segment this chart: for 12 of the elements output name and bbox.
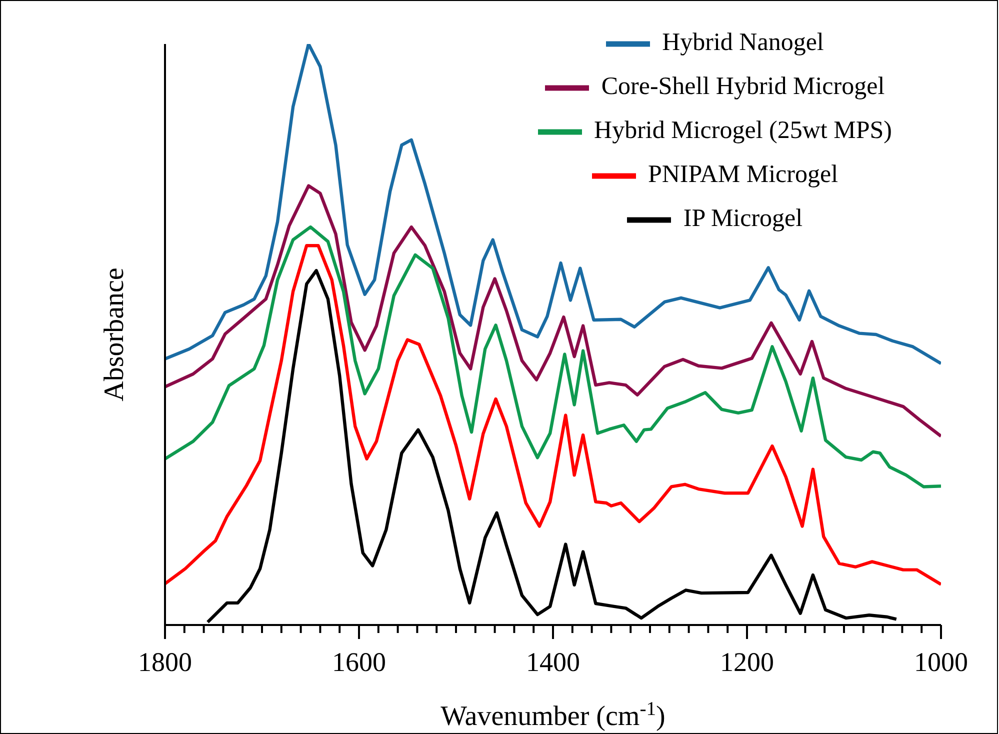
legend-label: IP Microgel xyxy=(683,204,803,232)
x-tick-label: 1600 xyxy=(332,647,386,677)
x-tick-label: 1800 xyxy=(138,647,192,677)
x-tick-label: 1200 xyxy=(720,647,774,677)
x-axis-title: Wavenumber (cm$^{-1}$) xyxy=(440,698,666,732)
x-tick-label: 1400 xyxy=(526,647,580,677)
legend-label: Hybrid Microgel (25wt MPS) xyxy=(594,116,892,144)
legend-label: PNIPAM Microgel xyxy=(648,160,838,188)
y-axis-title: Absorbance xyxy=(99,268,130,402)
legend-label: Hybrid Nanogel xyxy=(662,28,824,56)
legend-label: Core-Shell Hybrid Microgel xyxy=(601,72,885,100)
x-tick-label: 1000 xyxy=(914,647,968,677)
